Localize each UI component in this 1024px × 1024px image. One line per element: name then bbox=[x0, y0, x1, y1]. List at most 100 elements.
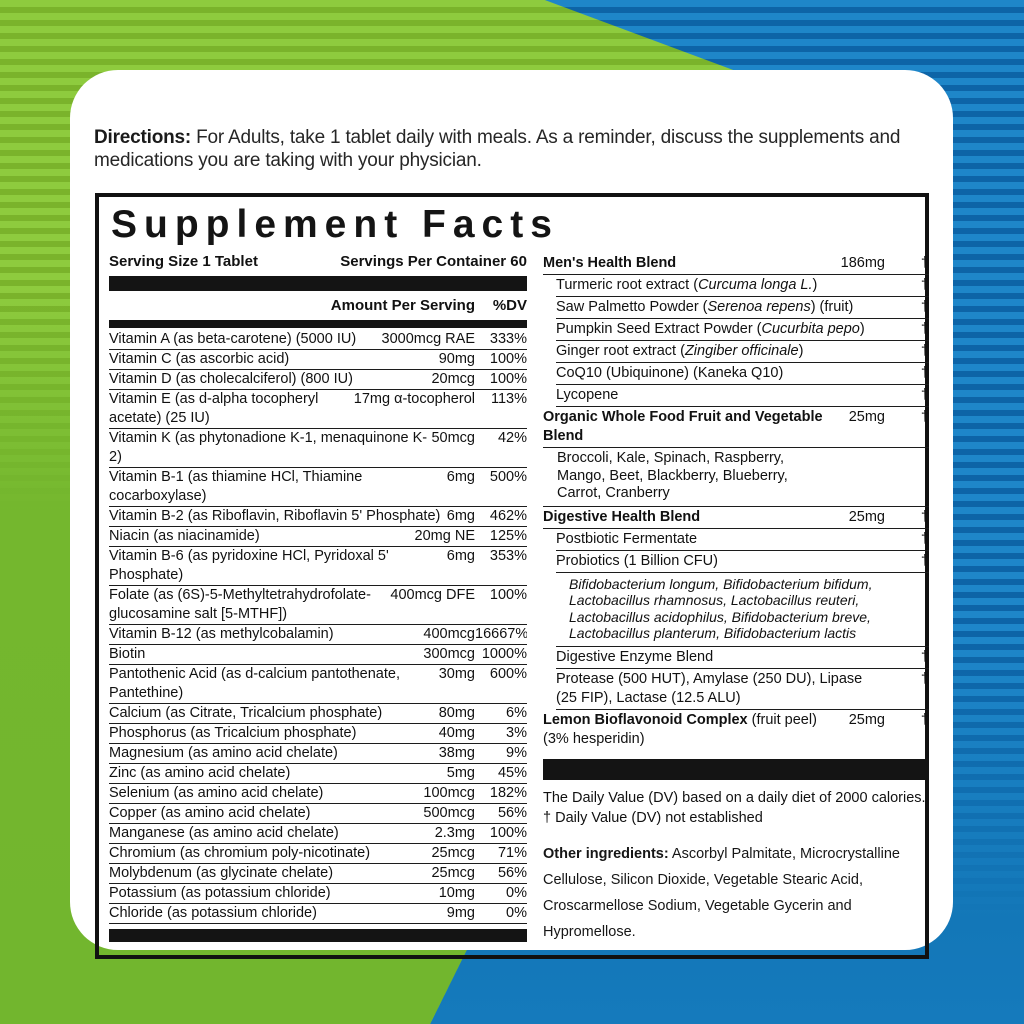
nutrient-values: 20mcg 100% bbox=[431, 370, 527, 389]
nutrient-name: Calcium (as Citrate, Tricalcium phosphat… bbox=[109, 705, 383, 721]
blend-name: CoQ10 (Ubiquinone) (Kaneka Q10) bbox=[556, 365, 784, 381]
nutrient-row: 90mg 100% Vitamin C (as ascorbic acid) bbox=[109, 350, 527, 370]
nutrient-name: Vitamin B-6 (as pyridoxine HCl, Pyridoxa… bbox=[109, 548, 389, 583]
blend-name: Probiotics (1 Billion CFU) bbox=[556, 552, 718, 569]
blend-name: Ginger root extract (Zingiber officinale… bbox=[556, 343, 804, 359]
nutrient-row: 20mcg 100% Vitamin D (as cholecalciferol) … bbox=[109, 370, 527, 390]
nutrient-values: 100mcg 182% bbox=[423, 784, 527, 803]
nutrient-amount: 6mg bbox=[446, 508, 475, 524]
blend-name: Pumpkin Seed Extract Powder (Cucurbita p… bbox=[556, 321, 865, 337]
blend-values: 25mg † bbox=[849, 711, 929, 730]
nutrient-values: 5mg 45% bbox=[447, 764, 527, 783]
blend-name: Saw Palmetto Powder (Serenoa repens) (fr… bbox=[556, 299, 854, 315]
nutrient-dv: 100% bbox=[489, 587, 527, 603]
nutrient-row: 6mg 353% Vitamin B-6 (as pyridoxine HCl, P… bbox=[109, 547, 527, 586]
nutrient-amount: 300mcg bbox=[423, 646, 475, 662]
blend-row-sub: † Ginger root extract (Zingiber officinal… bbox=[556, 341, 929, 363]
nutrient-dv: 42% bbox=[497, 430, 527, 446]
nutrient-row: 38mg 9% Magnesium (as amino acid chelate) bbox=[109, 744, 527, 764]
nutrient-name: Zinc (as amino acid chelate) bbox=[109, 765, 291, 781]
nutrient-amount: 400mcg bbox=[423, 626, 475, 642]
nutrient-values: 9mg 0% bbox=[447, 904, 527, 923]
nutrient-amount: 5mg bbox=[446, 765, 475, 781]
other-ingredients: Other ingredients: Ascorbyl Palmitate, M… bbox=[543, 841, 929, 945]
blend-values: † bbox=[885, 648, 929, 667]
blend-name: Digestive Enzyme Blend bbox=[556, 648, 714, 665]
nutrient-row: 80mg 6% Calcium (as Citrate, Tricalcium ph… bbox=[109, 704, 527, 724]
blend-dv: † bbox=[920, 508, 929, 525]
nutrient-name: Vitamin E (as d-alpha tocopheryl acetate… bbox=[109, 391, 319, 426]
nutrient-row: 10mg 0% Potassium (as potassium chloride) bbox=[109, 884, 527, 904]
amount-per-serving-header: Amount Per Serving bbox=[330, 297, 475, 314]
nutrient-name: Vitamin A (as beta-carotene) (5000 IU) bbox=[109, 331, 357, 347]
nutrient-amount: 6mg bbox=[446, 469, 475, 485]
divider-bar bbox=[109, 276, 527, 291]
nutrient-row: 30mg 600% Pantothenic Acid (as d-calcium p… bbox=[109, 665, 527, 704]
blend-name: Lemon Bioflavonoid Complex (fruit peel) bbox=[543, 711, 817, 728]
blend-row-sub: † Pumpkin Seed Extract Powder (Cucurbita … bbox=[556, 319, 929, 341]
blend-dv: † bbox=[920, 530, 929, 547]
divider-bar bbox=[109, 929, 527, 942]
nutrient-row: 9mg 0% Chloride (as potassium chloride) bbox=[109, 904, 527, 924]
nutrient-row: 17mg α-tocopherol 113% Vitamin E (as d-alp… bbox=[109, 390, 527, 429]
blend-row-species: Bifidobacterium longum, Bifidobacterium … bbox=[556, 573, 929, 647]
nutrient-dv: 113% bbox=[490, 391, 527, 407]
blend-row-list: Broccoli, Kale, Spinach, Raspberry, Mango… bbox=[543, 448, 929, 507]
nutrient-amount: 2.3mg bbox=[434, 825, 475, 841]
nutrient-values: 400mcg 16667% bbox=[423, 625, 527, 644]
other-ingredients-text: Ascorbyl Palmitate, Microcrystalline Cel… bbox=[543, 845, 900, 940]
nutrient-values: 500mcg 56% bbox=[423, 804, 527, 823]
nutrient-values: 3000mcg RAE 333% bbox=[382, 330, 528, 349]
nutrient-name: Folate (as (6S)-5-Methyltetrahydrofolate… bbox=[109, 587, 371, 622]
nutrient-values: 20mg NE 125% bbox=[415, 527, 527, 546]
nutrient-amount: 25mcg bbox=[431, 845, 475, 861]
nutrient-name: Potassium (as potassium chloride) bbox=[109, 885, 331, 901]
nutrient-amount: 17mg α-tocopherol bbox=[353, 391, 475, 407]
other-ingredients-label: Other ingredients: bbox=[543, 845, 669, 862]
footnote-dv: The Daily Value (DV) based on a daily di… bbox=[543, 789, 926, 806]
supplement-facts-box: Supplement Facts Serving Size 1 Tablet S… bbox=[95, 193, 929, 959]
nutrient-dv: 462% bbox=[489, 508, 527, 524]
nutrient-row: 25mcg 56% Molybdenum (as glycinate chelate… bbox=[109, 864, 527, 884]
nutrient-dv: 100% bbox=[489, 351, 527, 367]
list-line: Broccoli, Kale, Spinach, Raspberry, bbox=[557, 450, 785, 466]
nutrient-dv: 100% bbox=[489, 825, 527, 841]
nutrient-values: 38mg 9% bbox=[439, 744, 527, 763]
nutrient-name: Chromium (as chromium poly-nicotinate) bbox=[109, 845, 371, 861]
nutrient-row: 50mcg 42% Vitamin K (as phytonadione K-1, … bbox=[109, 429, 527, 468]
blend-dv: † bbox=[920, 277, 929, 293]
directions-body: For Adults, take 1 tablet daily with mea… bbox=[94, 127, 901, 171]
blend-name: Postbiotic Fermentate bbox=[556, 530, 698, 547]
blend-dv: † bbox=[920, 387, 929, 403]
nutrient-dv: 600% bbox=[489, 666, 527, 682]
blend-name: Men's Health Blend bbox=[543, 255, 677, 271]
nutrient-amount: 100mcg bbox=[423, 785, 475, 801]
blend-amount: 25mg bbox=[848, 409, 885, 425]
blend-values: † bbox=[885, 298, 929, 317]
nutrient-name: Selenium (as amino acid chelate) bbox=[109, 785, 324, 801]
nutrient-dv: 45% bbox=[497, 765, 527, 781]
nutrient-row: 400mcg DFE 100% Folate (as (6S)-5-Methylte… bbox=[109, 586, 527, 625]
species-line: Lactobacillus acidophilus, Bifidobacteri… bbox=[569, 608, 871, 625]
blend-row-sub: † Postbiotic Fermentate bbox=[556, 529, 929, 551]
nutrient-name: Chloride (as potassium chloride) bbox=[109, 905, 317, 921]
nutrient-name: Vitamin K (as phytonadione K-1, menaquin… bbox=[109, 430, 428, 465]
nutrient-dv: 0% bbox=[506, 885, 527, 901]
blend-row-sub2: † Protease (500 HUT), Amylase (250 DU), L… bbox=[556, 669, 929, 710]
blend-dv: † bbox=[920, 255, 929, 271]
footnotes: The Daily Value (DV) based on a daily di… bbox=[543, 788, 929, 829]
blend-row-blend: 186mg † Men's Health Blend bbox=[543, 253, 929, 275]
nutrient-amount: 50mcg bbox=[431, 430, 475, 446]
nutrient-name: Vitamin C (as ascorbic acid) bbox=[109, 351, 290, 367]
nutrient-amount: 3000mcg RAE bbox=[381, 331, 476, 347]
nutrient-dv: 333% bbox=[489, 331, 527, 347]
blend-name-line2: (3% hesperidin) bbox=[543, 730, 645, 747]
column-headers: Amount Per Serving %DV bbox=[109, 295, 527, 317]
nutrient-dv: 6% bbox=[506, 705, 527, 721]
nutrient-values: 6mg 353% bbox=[447, 547, 527, 566]
directions-label: Directions: bbox=[94, 127, 192, 148]
nutrient-amount: 400mcg DFE bbox=[390, 587, 475, 603]
nutrient-values: 25mcg 71% bbox=[431, 844, 527, 863]
nutrient-dv: 100% bbox=[489, 371, 527, 387]
species-line: Lactobacillus planterum, Bifidobacterium… bbox=[569, 625, 857, 641]
